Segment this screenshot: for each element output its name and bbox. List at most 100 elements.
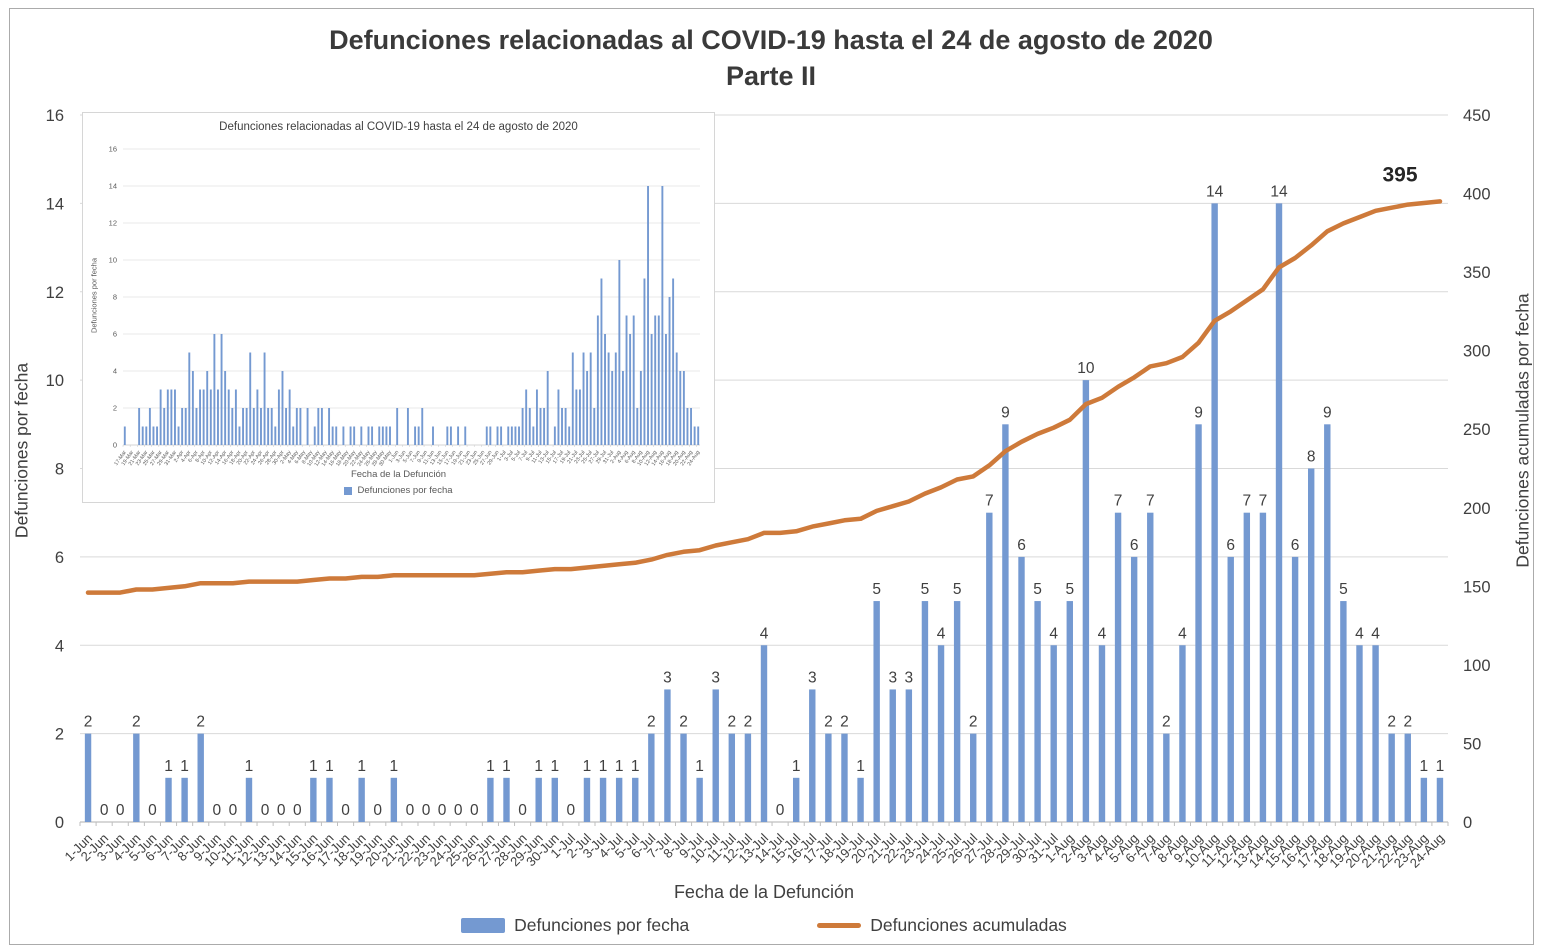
inset-bar xyxy=(650,334,653,445)
bar xyxy=(1211,203,1218,822)
bar xyxy=(1163,733,1170,822)
bar xyxy=(326,777,333,822)
bar xyxy=(809,689,816,822)
bar-value-label: 2 xyxy=(840,714,849,731)
bar-value-label: 5 xyxy=(1065,581,1074,598)
inset-bar xyxy=(206,371,209,445)
inset-bar xyxy=(665,334,667,445)
inset-bar xyxy=(578,389,581,445)
y-left-tick-label: 4 xyxy=(55,637,64,655)
bar xyxy=(1356,645,1363,822)
inset-bar xyxy=(138,408,141,445)
bar-value-label: 7 xyxy=(985,493,994,510)
inset-bar xyxy=(181,408,184,445)
inset-y-tick-label: 8 xyxy=(113,293,117,302)
inset-chart-title: Defunciones relacionadas al COVID-19 has… xyxy=(219,121,578,133)
bar xyxy=(760,645,768,822)
bar-value-label: 2 xyxy=(1387,714,1396,731)
inset-legend: Defunciones por fecha xyxy=(83,485,714,496)
bar-value-label: 1 xyxy=(357,758,366,775)
bar-value-label: 10 xyxy=(1077,360,1095,377)
bar xyxy=(632,777,639,822)
inset-bar xyxy=(543,408,546,445)
y-left-tick-label: 14 xyxy=(46,195,64,213)
inset-bar xyxy=(611,371,614,445)
inset-y-tick-label: 6 xyxy=(113,330,117,339)
bar-value-label: 3 xyxy=(905,669,914,686)
bar xyxy=(792,777,800,822)
inset-bar xyxy=(432,426,434,445)
inset-bar xyxy=(421,408,424,445)
inset-y-tick-label: 12 xyxy=(109,219,117,228)
bar xyxy=(1002,424,1009,822)
inset-bar xyxy=(306,408,309,445)
inset-x-axis-label: 7-Jul xyxy=(518,450,530,463)
inset-bar xyxy=(227,389,230,445)
bar-value-label: 1 xyxy=(550,758,559,775)
bar-value-label: 4 xyxy=(1098,625,1107,642)
inset-bar xyxy=(163,408,166,445)
inset-bar xyxy=(267,408,270,445)
bar xyxy=(535,777,542,822)
inset-bar xyxy=(277,389,280,445)
bar xyxy=(1114,512,1122,822)
bar xyxy=(583,777,591,822)
bar xyxy=(970,733,977,822)
bar-value-label: 1 xyxy=(1420,758,1429,775)
inset-bar xyxy=(360,426,363,445)
bar-series-swatch xyxy=(461,918,506,933)
bar-value-label: 2 xyxy=(744,714,753,731)
bar-value-label: 6 xyxy=(1226,537,1235,554)
bar xyxy=(712,689,719,822)
inset-bar xyxy=(546,371,549,445)
bar xyxy=(1372,645,1379,822)
cumulative-line xyxy=(85,199,1443,595)
inset-bar xyxy=(575,389,578,445)
bar-value-label: 5 xyxy=(1339,581,1348,598)
inset-bar xyxy=(489,426,492,445)
inset-bar xyxy=(618,260,621,445)
inset-bar xyxy=(367,426,370,445)
bar xyxy=(937,645,945,822)
inset-x-axis-label: 1-Jul xyxy=(496,450,508,463)
bar-value-label: 1 xyxy=(486,758,495,775)
inset-bar xyxy=(539,408,542,445)
inset-bar xyxy=(295,408,298,445)
bar-value-label: 1 xyxy=(695,758,704,775)
bar-value-label: 3 xyxy=(711,669,720,686)
inset-bar xyxy=(195,408,198,445)
bar-value-label: 2 xyxy=(1162,714,1171,731)
inset-bar xyxy=(568,426,571,445)
bar xyxy=(1130,556,1138,822)
bar xyxy=(1050,645,1057,822)
bar-value-label: 14 xyxy=(1270,183,1288,200)
inset-bar xyxy=(389,426,391,445)
bar-value-label: 0 xyxy=(438,802,447,819)
bar-value-label: 2 xyxy=(647,714,656,731)
bar-value-label: 1 xyxy=(502,758,511,775)
chart-legend: Defunciones por fecha Defunciones acumul… xyxy=(80,915,1448,936)
line-series-swatch xyxy=(817,923,862,928)
bar xyxy=(165,777,172,822)
inset-bar xyxy=(643,278,646,445)
bar-value-label: 4 xyxy=(1355,625,1364,642)
inset-bar xyxy=(184,408,187,445)
inset-x-axis-label: 3-Jul xyxy=(503,450,515,463)
chart-title: Defunciones relacionadas al COVID-19 has… xyxy=(0,22,1542,94)
inset-bar xyxy=(647,186,649,445)
bar-value-label: 7 xyxy=(1114,493,1123,510)
inset-bar xyxy=(449,426,452,445)
line-series-label: Defunciones acumuladas xyxy=(870,915,1067,935)
bar-value-label: 4 xyxy=(1178,625,1187,642)
inset-bar xyxy=(561,408,563,445)
bar xyxy=(615,777,623,822)
bar xyxy=(696,777,703,822)
bar-value-label: 4 xyxy=(760,625,769,642)
inset-bar xyxy=(632,315,635,445)
bar-value-label: 7 xyxy=(1243,493,1252,510)
inset-y-tick-label: 10 xyxy=(109,256,117,265)
inset-bar xyxy=(636,408,639,445)
bar xyxy=(825,733,832,822)
bar-value-label: 3 xyxy=(663,669,672,686)
bar-value-label: 0 xyxy=(229,802,238,819)
